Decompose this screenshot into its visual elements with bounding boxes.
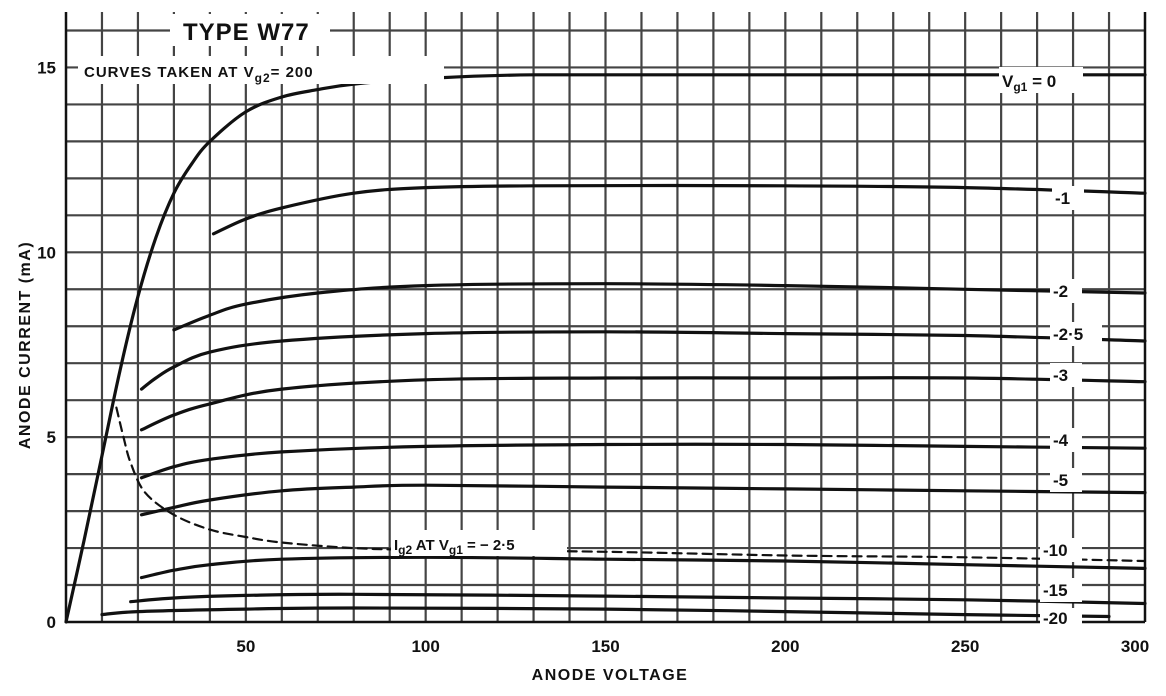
curve-label-9: -20 — [1043, 609, 1068, 628]
series-group — [64, 72, 1147, 624]
curve-label-part: I — [394, 537, 398, 554]
curve-label-part: -5 — [1053, 471, 1068, 490]
curve-label-part: -3 — [1053, 366, 1068, 385]
curve-label-background — [1040, 538, 1082, 562]
subtitle-background — [78, 56, 444, 84]
curve-label-part: -2·5 — [1053, 325, 1083, 344]
curve-label-part: = 0 — [1027, 72, 1056, 91]
curve-label-background — [1050, 363, 1082, 387]
curve-label-part: g1 — [1013, 80, 1027, 94]
curve-label-5: -4 — [1053, 431, 1069, 450]
curve-label-background — [391, 530, 567, 556]
curve-label-background — [1050, 322, 1102, 346]
series-line-2 — [172, 282, 1147, 332]
series-line-4 — [139, 376, 1147, 432]
y-tick-label: 0 — [47, 613, 56, 632]
curve-label-background — [1040, 608, 1082, 630]
curve-label-part: g1 — [449, 543, 463, 557]
series-line-7 — [139, 555, 1147, 580]
curve-label-part: -4 — [1053, 431, 1069, 450]
grid — [66, 12, 1145, 622]
curve-label-background — [999, 67, 1083, 93]
x-tick-label: 50 — [236, 637, 255, 656]
curve-label-background — [1050, 468, 1082, 492]
curve-label-part: g2 — [398, 543, 412, 557]
title-background — [170, 14, 330, 46]
x-axis-title: ANODE VOLTAGE — [532, 667, 689, 684]
curve-label-10: Ig2 AT Vg1 = − 2·5 — [394, 537, 515, 557]
curve-label-6: -5 — [1053, 471, 1068, 490]
curve-label-background — [1050, 428, 1082, 452]
curve-label-part: -1 — [1055, 189, 1070, 208]
curve-label-part: V — [1002, 72, 1014, 91]
x-tick-label: 100 — [411, 637, 439, 656]
x-tick-label: 200 — [771, 637, 799, 656]
subtitle-subscript: g2 — [255, 71, 271, 85]
curve-label-part: -20 — [1043, 609, 1068, 628]
curve-label-1: -1 — [1055, 189, 1070, 208]
subtitle-prefix: CURVES TAKEN AT V — [84, 64, 255, 81]
y-tick-label: 5 — [47, 428, 56, 447]
x-tick-label: 250 — [951, 637, 979, 656]
curve-label-background — [1052, 186, 1084, 210]
y-tick-label: 15 — [37, 58, 56, 77]
curve-label-4: -3 — [1053, 366, 1068, 385]
curve-label-part: -10 — [1043, 541, 1068, 560]
series-line-8 — [129, 592, 1147, 606]
x-tick-label: 300 — [1121, 637, 1149, 656]
series-line-10 — [115, 406, 1147, 563]
series-line-5 — [139, 442, 1147, 480]
curve-label-background — [1040, 578, 1082, 602]
chart-subtitle: CURVES TAKEN AT Vg2= 200 — [84, 64, 314, 85]
series-line-0 — [64, 72, 1147, 624]
axes — [64, 12, 1147, 624]
chart-title: TYPE W77 — [183, 19, 310, 46]
curve-label-part: -15 — [1043, 581, 1068, 600]
series-line-3 — [139, 330, 1147, 391]
curve-label-8: -15 — [1043, 581, 1068, 600]
curve-label-part: -2 — [1053, 282, 1068, 301]
curve-label-part: = − 2·5 — [463, 537, 515, 554]
y-tick-label: 10 — [37, 243, 56, 262]
x-tick-label: 150 — [591, 637, 619, 656]
curve-label-background — [1050, 279, 1082, 303]
subtitle-suffix: = 200 — [271, 64, 314, 81]
tick-labels: 50 100 150 200 250 300 0 5 10 15 — [37, 58, 1149, 656]
curve-label-part: AT V — [412, 537, 449, 554]
curve-label-7: -10 — [1043, 541, 1068, 560]
series-line-1 — [211, 183, 1147, 236]
curve-label-0: Vg1 = 0 — [1002, 72, 1056, 94]
series-line-6 — [139, 483, 1147, 517]
y-axis-title: ANODE CURRENT (mA) — [17, 241, 34, 449]
series-line-9 — [100, 606, 1111, 619]
curve-label-2: -2 — [1053, 282, 1068, 301]
curve-label-3: -2·5 — [1053, 325, 1083, 344]
